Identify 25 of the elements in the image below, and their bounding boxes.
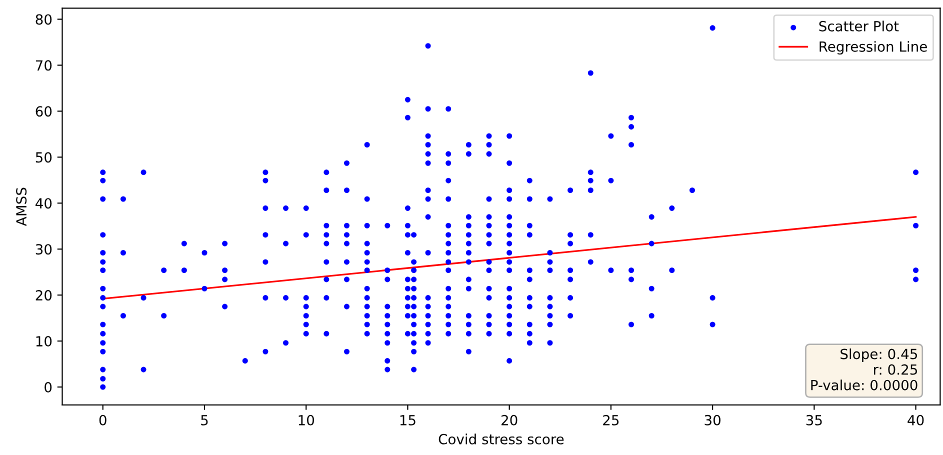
- y-tick-label: 10: [36, 336, 52, 347]
- x-tick-label: 15: [400, 415, 416, 426]
- x-axis-title: Covid stress score: [438, 434, 564, 444]
- x-tick-label: 30: [704, 414, 720, 426]
- y-tick-label: 80: [36, 14, 52, 25]
- legend-label: Scatter Plot: [819, 20, 899, 32]
- y-tick-label: 40: [36, 198, 52, 209]
- y-tick-label: 30: [36, 244, 52, 255]
- y-tick-label: 70: [36, 60, 52, 71]
- x-tick-label: 0: [99, 414, 106, 426]
- y-tick-label: 60: [36, 106, 52, 117]
- annotation: P-value: 0.0000: [811, 380, 918, 390]
- x-tick-label: 5: [201, 415, 208, 426]
- x-tick-label: 25: [603, 414, 619, 426]
- y-tick-label: 50: [36, 152, 52, 163]
- annotation: r: 0.25: [874, 364, 918, 375]
- y-axis-title: AMSS: [16, 188, 27, 226]
- x-tick-label: 35: [806, 414, 822, 426]
- annotation: Slope: 0.45: [840, 348, 918, 362]
- y-tick-label: 20: [36, 290, 52, 301]
- legend-label: Regression Line: [820, 41, 927, 55]
- x-tick-label: 20: [502, 414, 518, 426]
- y-tick-label: 0: [44, 382, 52, 392]
- x-tick-label: 40: [908, 414, 924, 426]
- x-tick-label: 10: [298, 414, 314, 426]
